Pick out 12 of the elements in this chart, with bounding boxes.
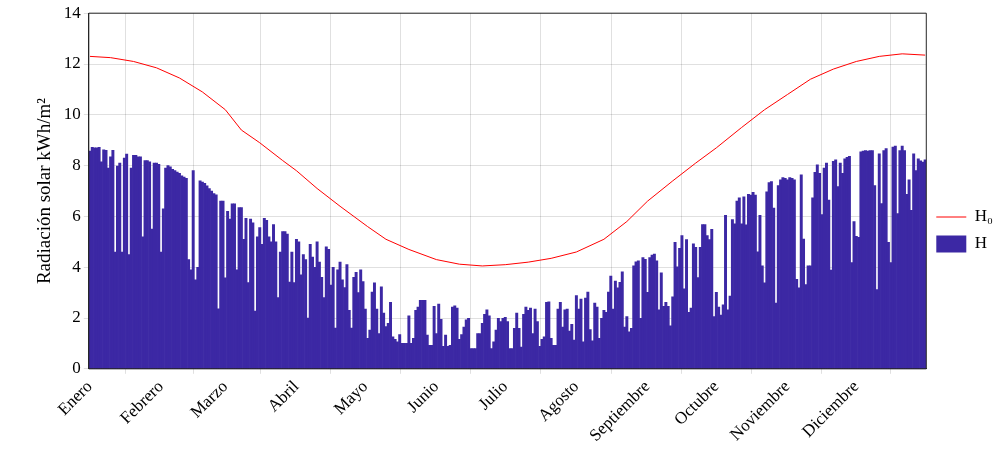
y-tick-label: 8	[72, 155, 81, 175]
legend-label: H	[974, 233, 988, 253]
y-tick-label: 2	[72, 307, 81, 327]
y-tick-label: 14	[63, 2, 82, 22]
y-axis-title: Radiación solar kWh/m²	[33, 97, 55, 285]
y-tick-label: 10	[63, 104, 81, 124]
y-tick-label: 6	[72, 205, 81, 225]
y-tick-label: 0	[72, 358, 81, 378]
y-tick-label: 4	[72, 256, 82, 276]
x-tick-label: Julio	[474, 376, 512, 414]
y-tick-label: 12	[63, 53, 81, 73]
legend-label: H₀	[974, 206, 994, 226]
